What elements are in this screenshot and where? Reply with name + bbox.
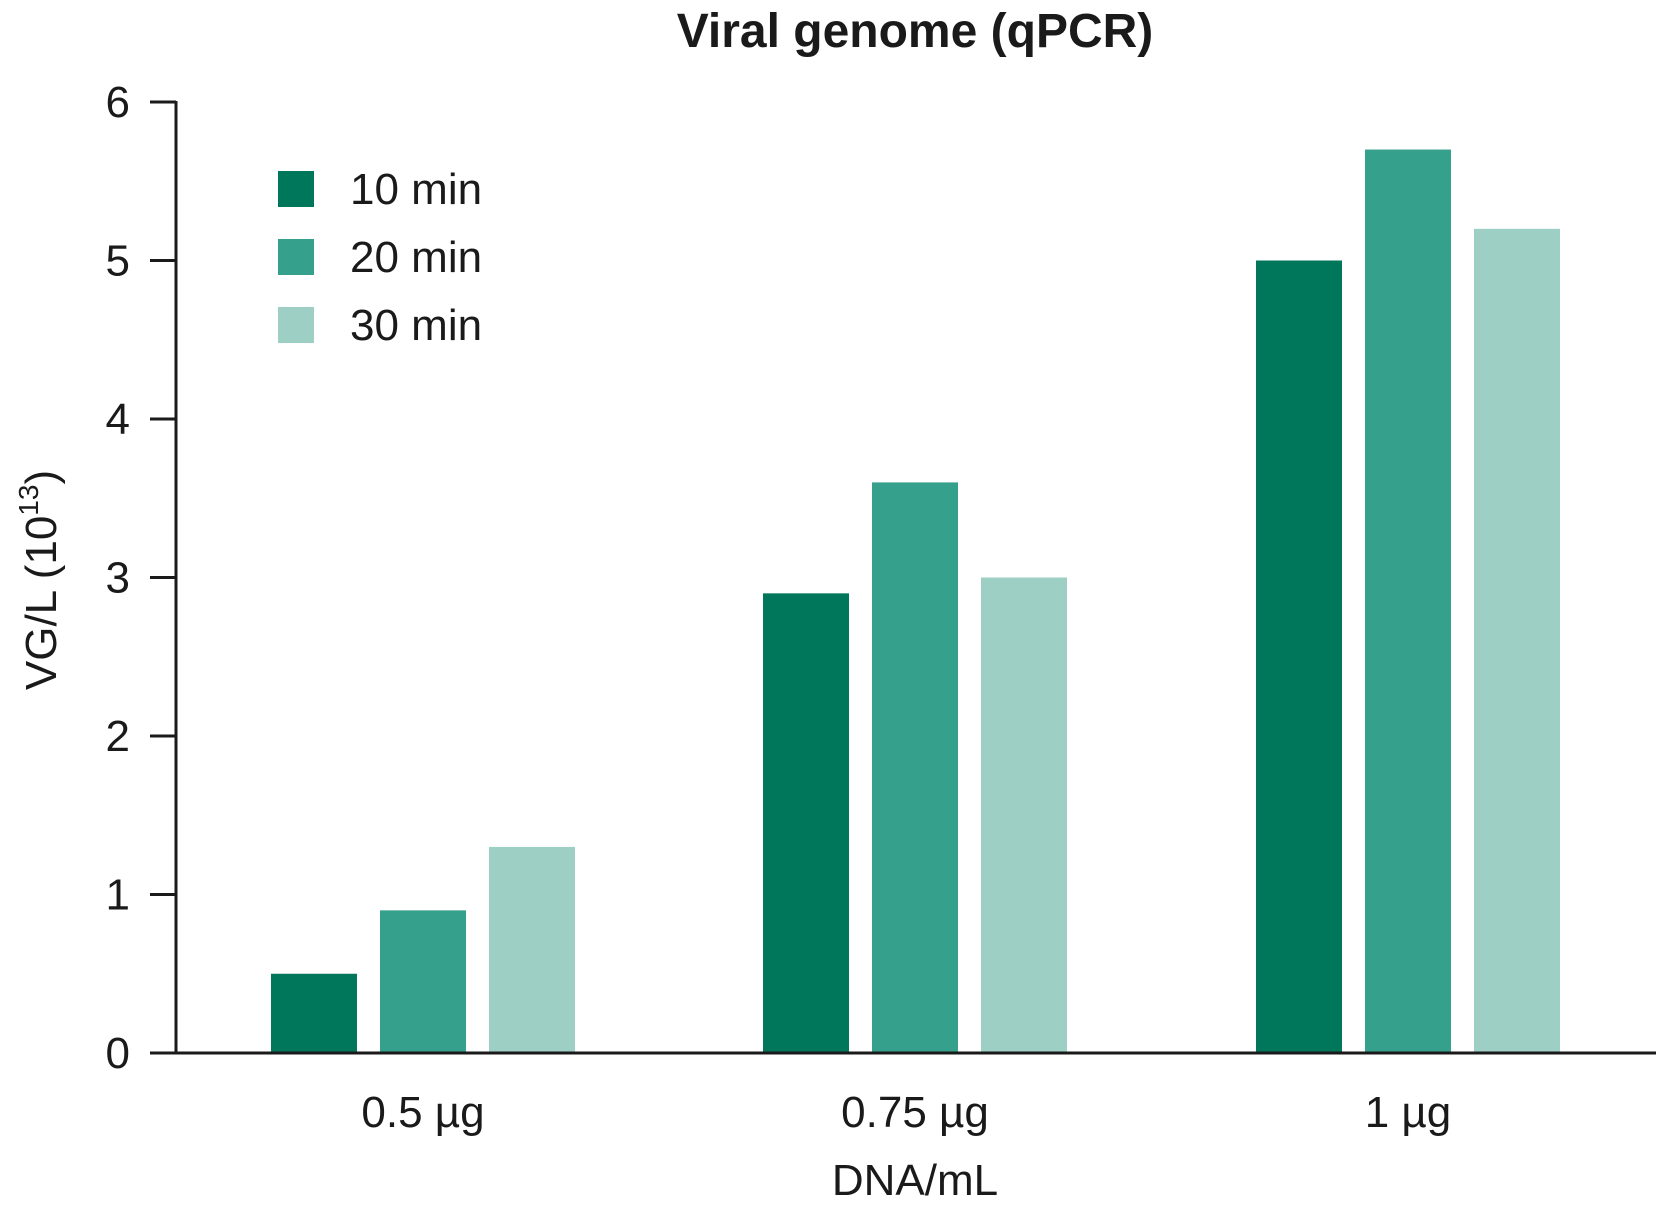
legend-label: 10 min (350, 165, 482, 214)
y-tick-label: 1 (106, 871, 130, 920)
legend-swatch (278, 239, 314, 275)
svg-text:VG/L (1013): VG/L (1013) (13, 470, 66, 690)
x-tick-label: 1 µg (1365, 1088, 1452, 1137)
legend-label: 20 min (350, 233, 482, 282)
x-tick-label: 0.5 µg (361, 1088, 484, 1137)
ticks-layer: 0.5 µg 0.75 µg 1 µg 0 1 2 3 4 5 6 (106, 78, 1452, 1137)
bar-2-2 (872, 482, 958, 1053)
legend: 10 min 20 min 30 min (278, 165, 482, 350)
y-axis-label-main: VG/L (10 (17, 516, 66, 690)
y-tick-label: 0 (106, 1029, 130, 1078)
y-tick-label: 3 (106, 554, 130, 603)
legend-swatch (278, 171, 314, 207)
bar-1-2 (763, 593, 849, 1053)
y-axis-label-suffix: ) (17, 470, 66, 485)
bar-3-2 (981, 577, 1067, 1053)
y-axis-label: VG/L (1013) (13, 470, 66, 690)
bar-2-1 (380, 910, 466, 1053)
y-tick-label: 2 (106, 712, 130, 761)
bar-1-1 (271, 973, 357, 1053)
chart-title: Viral genome (qPCR) (677, 5, 1154, 58)
y-axis-label-superscript: 13 (13, 485, 44, 516)
y-tick-label: 6 (106, 78, 130, 127)
y-tick-label: 4 (106, 395, 130, 444)
x-axis-label: DNA/mL (832, 1156, 998, 1205)
x-tick-label: 0.75 µg (841, 1088, 989, 1137)
legend-label: 30 min (350, 301, 482, 350)
bar-3-1 (489, 846, 575, 1053)
bar-2-3 (1365, 149, 1451, 1054)
axes-layer (150, 100, 1656, 1055)
legend-swatch (278, 307, 314, 343)
bar-1-3 (1256, 260, 1342, 1053)
y-tick-label: 5 (106, 237, 130, 286)
bar-3-3 (1474, 228, 1560, 1054)
bars-layer (271, 149, 1560, 1054)
